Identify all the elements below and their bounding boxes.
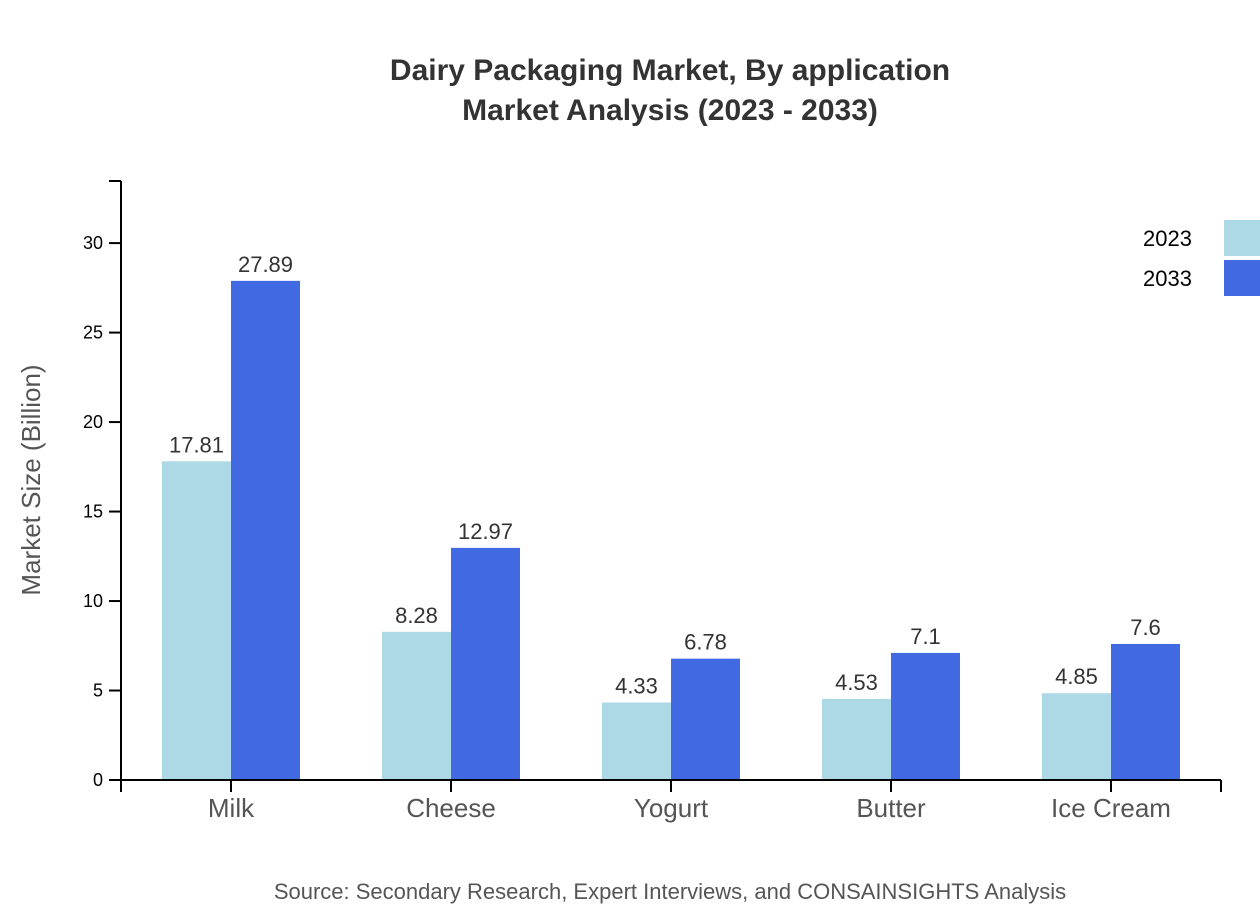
- legend-swatch-2023: [1224, 220, 1260, 256]
- y-tick-label: 0: [93, 770, 103, 790]
- data-label: 8.28: [395, 603, 438, 628]
- bar-yogurt-2023: [602, 702, 671, 780]
- legend-label: 2023: [1143, 226, 1192, 251]
- data-label: 27.89: [238, 252, 293, 277]
- y-tick-label: 15: [83, 502, 103, 522]
- y-tick-label: 20: [83, 412, 103, 432]
- bars: 17.81 27.89 8.28 12.97 4.33 6.78 4.53 7.1 4.85 7.…: [162, 252, 1180, 780]
- x-tick-label: Cheese: [406, 793, 496, 823]
- x-tick-label: Milk: [208, 793, 255, 823]
- bar-butter-2033: [891, 652, 960, 780]
- y-tick-label: 25: [83, 323, 103, 343]
- bar-cheese-2033: [451, 547, 520, 780]
- bar-cheese-2023: [382, 631, 451, 780]
- data-label: 6.78: [684, 630, 727, 655]
- x-tick-label: Ice Cream: [1051, 793, 1171, 823]
- bar-yogurt-2033: [671, 658, 740, 780]
- data-label: 4.53: [835, 670, 878, 695]
- x-tick-label: Yogurt: [634, 793, 709, 823]
- data-label: 17.81: [169, 432, 224, 457]
- data-label: 7.1: [910, 624, 941, 649]
- data-label: 12.97: [458, 519, 513, 544]
- y-tick-label: 5: [93, 681, 103, 701]
- data-label: 7.6: [1130, 615, 1161, 640]
- y-tick-label: 10: [83, 591, 103, 611]
- chart-title-line-2: Market Analysis (2023 - 2033): [462, 94, 878, 127]
- x-axis: Milk Cheese Yogurt Butter Ice Cream: [120, 779, 1222, 823]
- bar-milk-2033: [231, 280, 300, 780]
- y-tick-label: 30: [83, 233, 103, 253]
- y-axis: 0 5 10 15 20 25 30: [83, 180, 122, 790]
- data-label: 4.85: [1055, 664, 1098, 689]
- x-tick-label: Butter: [856, 793, 926, 823]
- data-label: 4.33: [615, 674, 658, 699]
- source-note: Source: Secondary Research, Expert Inter…: [274, 879, 1066, 904]
- bar-butter-2023: [822, 698, 891, 780]
- legend-swatch-2033: [1224, 260, 1260, 296]
- legend: 2023 2033: [1143, 220, 1260, 296]
- chart-title-line-1: Dairy Packaging Market, By application: [390, 54, 950, 87]
- bar-ice-cream-2033: [1111, 643, 1180, 780]
- bar-milk-2023: [162, 461, 231, 780]
- bar-ice-cream-2023: [1042, 693, 1111, 780]
- legend-label: 2033: [1143, 266, 1192, 291]
- y-axis-label: Market Size (Billion): [16, 364, 46, 595]
